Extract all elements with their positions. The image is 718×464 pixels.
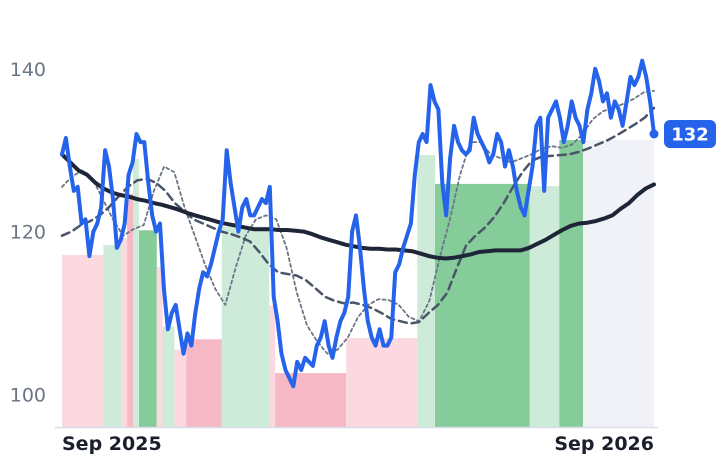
last-value-badge: 132 — [649, 120, 716, 148]
y-tick-label: 100 — [10, 384, 46, 406]
signal-zones — [62, 140, 654, 427]
signal-zone-bullish-strong — [139, 230, 157, 427]
y-tick-label: 140 — [10, 59, 46, 81]
signal-zone-bullish-strong — [435, 183, 530, 427]
signal-zone-bearish-strong — [275, 373, 347, 427]
signal-zone-forecast — [583, 140, 654, 427]
signal-zone-bearish-strong — [127, 193, 133, 427]
series-line-ma-mid — [60, 106, 656, 325]
signal-zone-bearish-light — [174, 349, 187, 427]
signal-zone-bearish-light — [62, 254, 104, 427]
signal-zone-bearish-strong — [186, 339, 222, 427]
series-lines — [60, 58, 656, 389]
last-value-dot — [649, 129, 659, 139]
signal-zone-bullish-light — [221, 226, 270, 427]
y-axis: 100 120 140 — [10, 59, 46, 407]
x-tick-label-end: Sep 2026 — [554, 433, 654, 455]
series-line-ma-short — [61, 89, 655, 355]
last-value-badge-bg — [664, 120, 716, 148]
signal-zone-bullish-light — [162, 326, 175, 427]
y-tick-label: 120 — [10, 222, 46, 244]
signal-zone-bearish-light — [346, 338, 418, 427]
x-tick-label-start: Sep 2025 — [62, 433, 162, 455]
signal-zone-bullish-strong — [559, 140, 583, 427]
signal-zone-bearish-light — [156, 267, 163, 427]
signal-zone-bullish-light — [417, 155, 435, 427]
signal-zone-bullish-light — [529, 186, 560, 427]
signal-zone-bullish-light — [103, 245, 122, 427]
signal-zone-bearish-light — [269, 305, 276, 427]
signal-zone-bearish-light — [121, 238, 128, 427]
signal-zone-bullish-light — [133, 159, 139, 427]
series-line-price — [60, 58, 656, 389]
last-value-badge-label: 132 — [671, 125, 709, 146]
